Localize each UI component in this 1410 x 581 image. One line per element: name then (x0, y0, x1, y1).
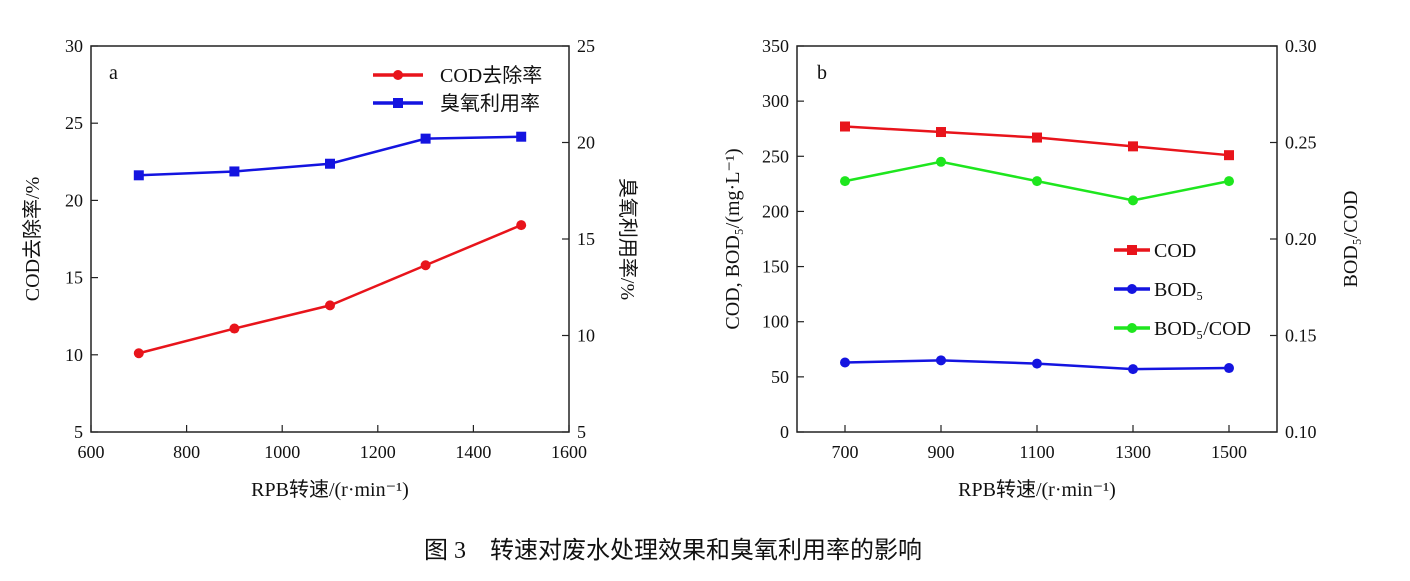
legend-marker (1127, 245, 1137, 255)
panel-label: b (817, 62, 827, 84)
data-point (420, 260, 431, 271)
y-tick-label: 100 (762, 312, 789, 332)
y-tick-label: 150 (762, 257, 789, 277)
chart-panel-b: 700 900 1100 1300 1500 0 50 100 150 200 250 300 350 0… (722, 36, 1362, 501)
series-3 (840, 156, 1234, 206)
data-point (1128, 195, 1138, 206)
plot-frame (796, 45, 1278, 433)
x-tick-label: 800 (173, 442, 200, 462)
data-point (1032, 132, 1042, 143)
x-tick-label: 1600 (551, 442, 587, 462)
x-tick-label: 1300 (1115, 442, 1151, 462)
data-point (840, 357, 850, 368)
x-tick-label: 1500 (1211, 442, 1247, 462)
y-tick-label: 350 (762, 36, 789, 56)
legend-marker (393, 98, 403, 108)
y-tick-label: 300 (762, 91, 789, 111)
y-tick-label: 5 (74, 422, 83, 442)
data-point (420, 133, 431, 144)
series-2 (133, 131, 527, 181)
y2-tick-label: 0.30 (1285, 36, 1317, 56)
legend-marker (393, 70, 403, 80)
y2-tick-label: 15 (577, 229, 595, 249)
data-point (1224, 363, 1234, 374)
y2-tick-label: 5 (577, 422, 586, 442)
data-point (936, 355, 946, 366)
legend-entry: 臭氧利用率 (373, 92, 540, 115)
series-line (138, 135, 522, 177)
x-axis-label: RPB转速/(r·min⁻¹) (958, 478, 1116, 501)
y-axis-label: COD, BOD₅/(mg·L⁻¹) (722, 148, 744, 329)
series-line (138, 223, 522, 355)
data-point (133, 348, 144, 359)
legend-label: BOD₅ (1154, 279, 1203, 301)
legend-label: BOD₅/COD (1154, 318, 1251, 340)
y-tick-label: 0 (780, 422, 789, 442)
y-tick-label: 25 (65, 113, 83, 133)
y2-tick-label: 25 (577, 36, 595, 56)
data-point (229, 166, 240, 177)
legend-entry: BOD₅ (1114, 279, 1203, 301)
data-point (840, 121, 850, 132)
data-point (325, 158, 335, 169)
legend-label: 臭氧利用率 (440, 92, 540, 115)
data-point (229, 323, 240, 334)
legend-entry: COD去除率 (373, 64, 542, 87)
data-point (936, 156, 946, 167)
legend-entry: BOD₅/COD (1114, 318, 1251, 340)
data-point (1032, 358, 1042, 369)
chart-panel-a: 600 800 1000 1200 1400 1600510152025305101520… (21, 36, 639, 501)
legend-label: COD去除率 (440, 64, 542, 87)
y2-tick-label: 0.15 (1285, 326, 1317, 346)
y-tick-label: 20 (65, 190, 83, 210)
y-tick-label: 15 (65, 268, 83, 288)
data-point (516, 220, 527, 231)
x-tick-label: 900 (928, 442, 955, 462)
data-point (516, 131, 527, 142)
data-point (1032, 176, 1042, 187)
y-tick-label: 50 (771, 367, 789, 387)
x-tick-label: 1200 (360, 442, 396, 462)
data-point (1224, 150, 1234, 161)
x-tick-label: 1000 (264, 442, 300, 462)
y-tick-label: 250 (762, 146, 789, 166)
panel-label: a (109, 62, 118, 84)
x-tick-label: 700 (832, 442, 859, 462)
y-tick-label: 30 (65, 36, 83, 56)
y2-tick-label: 0.10 (1285, 422, 1317, 442)
y2-tick-label: 0.20 (1285, 229, 1317, 249)
y2-tick-label: 10 (577, 326, 595, 346)
figure-caption: 图 3 转速对废水处理效果和臭氧利用率的影响 (424, 537, 922, 564)
legend-marker (1127, 323, 1137, 333)
data-point (325, 300, 335, 311)
series-1 (840, 121, 1234, 161)
series-2 (840, 355, 1234, 375)
legend-label: COD (1154, 240, 1196, 262)
legend-marker (1127, 284, 1137, 294)
data-point (1128, 141, 1138, 152)
data-point (936, 127, 946, 138)
data-point (1224, 176, 1234, 187)
data-point (840, 176, 850, 187)
data-point (1128, 364, 1138, 375)
y2-axis-label: BOD₅/COD (1340, 191, 1362, 288)
data-point (133, 170, 144, 181)
y-tick-label: 200 (762, 201, 789, 221)
y-tick-label: 10 (65, 345, 83, 365)
y2-tick-label: 0.25 (1285, 133, 1317, 153)
series-1 (133, 220, 527, 359)
y-axis-label: COD去除率/% (21, 177, 44, 301)
y2-axis-label: 臭氧利用率/% (616, 178, 639, 300)
y2-tick-label: 20 (577, 133, 595, 153)
x-tick-label: 1100 (1019, 442, 1054, 462)
x-tick-label: 600 (78, 442, 105, 462)
legend-entry: COD (1114, 240, 1196, 262)
x-axis-label: RPB转速/(r·min⁻¹) (251, 478, 409, 501)
x-tick-label: 1400 (455, 442, 491, 462)
